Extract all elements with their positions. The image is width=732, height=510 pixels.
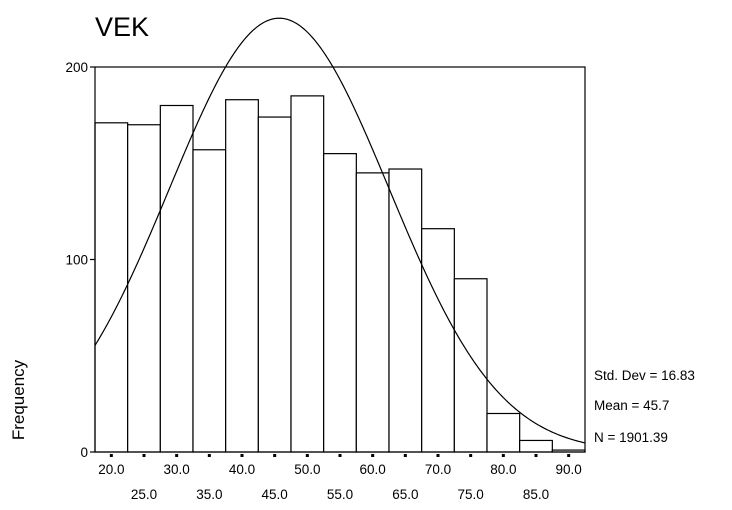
y-tick-label: 0 xyxy=(80,445,88,460)
x-tick-mark xyxy=(534,454,538,457)
histogram-bar xyxy=(257,116,292,453)
std-dev-label: Std. Dev = 16.83 xyxy=(594,368,695,383)
y-tick-label: 200 xyxy=(65,60,88,75)
x-tick-label: 40.0 xyxy=(229,462,255,477)
x-tick-mark xyxy=(305,454,309,457)
x-tick-label: 80.0 xyxy=(490,462,516,477)
x-tick-mark xyxy=(240,454,244,457)
x-tick-label: 20.0 xyxy=(98,462,124,477)
x-tick-label: 30.0 xyxy=(164,462,190,477)
x-tick-label: 50.0 xyxy=(294,462,320,477)
x-tick-label: 55.0 xyxy=(327,487,353,502)
histogram-bar xyxy=(323,153,357,453)
histogram-bar xyxy=(159,104,194,453)
histogram-bar xyxy=(192,149,227,453)
histogram-bar xyxy=(421,228,455,453)
histogram-bar xyxy=(388,168,423,453)
x-tick-label: 75.0 xyxy=(458,487,484,502)
x-tick-label: 85.0 xyxy=(523,487,549,502)
normal-curve-line xyxy=(94,17,586,444)
x-axis: 20.0 30.0 40.0 50.0 60.0 70.0 80.0 90.0 25.0 35.0… xyxy=(98,454,582,502)
x-tick-mark xyxy=(403,454,407,457)
y-axis-label: Frequency xyxy=(9,359,28,440)
y-tick-label: 100 xyxy=(65,253,88,268)
histogram-bar xyxy=(519,439,553,453)
x-tick-mark xyxy=(567,454,571,457)
x-tick-mark xyxy=(142,454,146,457)
x-tick-label: 90.0 xyxy=(556,462,582,477)
x-tick-label: 25.0 xyxy=(131,487,157,502)
histogram-bar xyxy=(94,122,129,453)
x-tick-label: 70.0 xyxy=(425,462,451,477)
histogram-bar xyxy=(290,95,325,453)
x-tick-label: 65.0 xyxy=(392,487,418,502)
x-tick-mark xyxy=(273,454,277,457)
chart-title: VEK xyxy=(95,12,149,42)
x-tick-mark xyxy=(436,454,440,457)
x-tick-mark xyxy=(501,454,505,457)
x-tick-mark xyxy=(338,454,342,457)
x-tick-mark xyxy=(469,454,473,457)
histogram-bar xyxy=(453,278,488,453)
histogram-bar xyxy=(127,124,161,453)
histogram-bar xyxy=(486,412,521,453)
x-tick-mark xyxy=(109,454,113,457)
n-label: N = 1901.39 xyxy=(594,430,668,445)
bars-group xyxy=(94,95,586,453)
x-tick-mark xyxy=(371,454,375,457)
x-tick-label: 60.0 xyxy=(360,462,386,477)
y-axis: 0 100 200 xyxy=(65,60,95,460)
histogram-bar xyxy=(355,172,390,453)
x-tick-mark xyxy=(207,454,211,457)
histogram-bar xyxy=(225,99,259,453)
x-tick-label: 35.0 xyxy=(196,487,222,502)
mean-label: Mean = 45.7 xyxy=(594,398,669,413)
x-tick-mark xyxy=(175,454,179,457)
x-tick-label: 45.0 xyxy=(262,487,288,502)
